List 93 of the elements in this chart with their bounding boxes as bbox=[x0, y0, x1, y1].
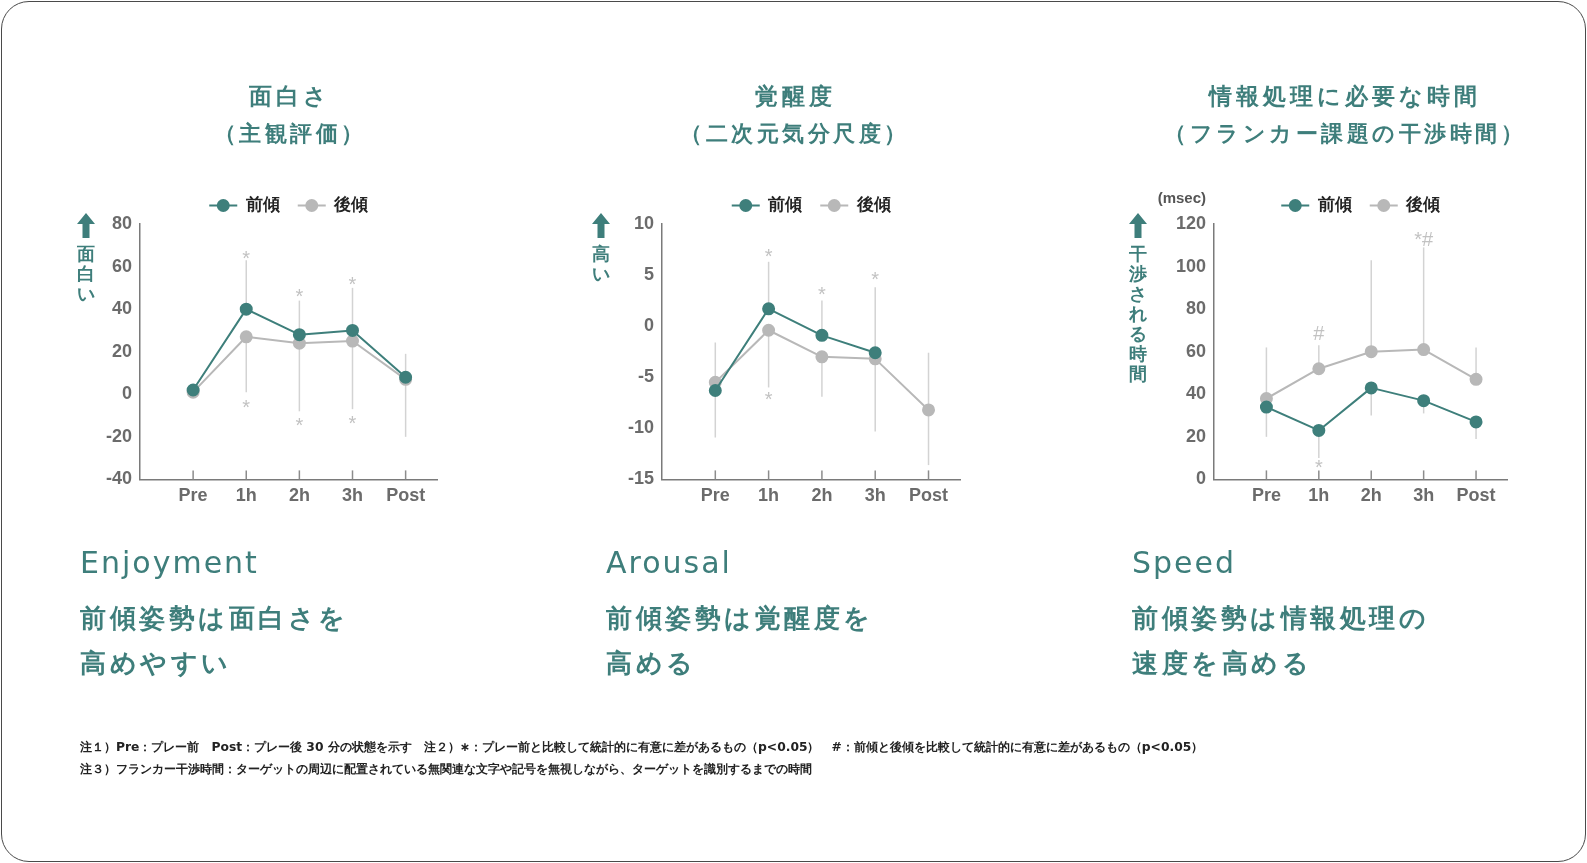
annotation: # bbox=[1313, 321, 1326, 344]
y-tick-label: -10 bbox=[627, 417, 654, 438]
text: (msec) bbox=[1156, 188, 1206, 208]
point bbox=[1469, 415, 1483, 429]
y-tick-label: 80 bbox=[1185, 298, 1206, 319]
x-tick-label: Pre bbox=[1251, 485, 1281, 506]
text: 注３）フランカー干渉時間：ターゲットの周辺に配置されている無関連な文字や記号を無視しながら、ターゲットを識別するまでの時間 bbox=[80, 761, 813, 778]
y-tick-label: -15 bbox=[627, 468, 654, 489]
annotation: * bbox=[242, 396, 251, 419]
annotation: * bbox=[818, 282, 827, 305]
point bbox=[1417, 394, 1431, 408]
legend-label: 後傾 bbox=[855, 195, 891, 215]
annotation: * bbox=[348, 412, 357, 435]
y-tick-label: 120 bbox=[1175, 212, 1206, 233]
x-tick-label: 3h bbox=[864, 485, 886, 506]
y-tick-label: -40 bbox=[105, 468, 132, 489]
point bbox=[1312, 423, 1326, 437]
point bbox=[346, 334, 359, 348]
annotation: * bbox=[348, 273, 357, 296]
y-axis-title: 高い bbox=[591, 243, 611, 284]
point bbox=[1312, 362, 1326, 376]
y-axis-title: 面白い bbox=[76, 243, 96, 304]
annotation: * bbox=[871, 268, 880, 291]
point bbox=[815, 350, 829, 364]
y-tick-label: 5 bbox=[643, 264, 654, 285]
point bbox=[1364, 381, 1378, 395]
text: 前傾姿勢は情報処理の速度を高める bbox=[1132, 602, 1430, 680]
legend-label: 前傾 bbox=[244, 195, 280, 215]
y-tick-label: -5 bbox=[637, 366, 654, 387]
text: Arousal bbox=[606, 544, 732, 582]
y-tick-label: 60 bbox=[1185, 340, 1206, 361]
point bbox=[922, 403, 936, 417]
y-tick-label: 20 bbox=[111, 340, 132, 361]
annotation: * bbox=[242, 247, 251, 270]
text: Enjoyment bbox=[80, 544, 259, 582]
annotation: * bbox=[1314, 456, 1323, 479]
text: Speed bbox=[1132, 544, 1237, 582]
x-tick-label: Post bbox=[386, 485, 426, 506]
legend-label: 前傾 bbox=[767, 195, 803, 215]
annotation: * bbox=[764, 387, 773, 410]
x-tick-label: 2h bbox=[288, 485, 310, 506]
x-tick-label: 1h bbox=[235, 485, 257, 506]
x-tick-label: 2h bbox=[811, 485, 833, 506]
chart-subtitle: （二次元気分尺度） bbox=[679, 120, 911, 148]
point bbox=[762, 302, 776, 316]
y-tick-label: 100 bbox=[1175, 255, 1206, 276]
chart-subtitle: （フランカー課題の干渉時間） bbox=[1163, 120, 1527, 148]
point bbox=[1469, 372, 1483, 386]
point bbox=[868, 346, 882, 360]
y-tick-label: 40 bbox=[111, 298, 132, 319]
text: 前傾姿勢は面白さを高めやすい bbox=[80, 602, 350, 680]
legend-label: 前傾 bbox=[1316, 195, 1352, 215]
chart-title: 面白さ bbox=[248, 82, 332, 111]
x-tick-label: 1h bbox=[758, 485, 780, 506]
legend-label: 後傾 bbox=[1405, 195, 1441, 215]
x-tick-label: 1h bbox=[1308, 485, 1330, 506]
x-tick-label: 3h bbox=[341, 485, 364, 506]
chart-subtitle: （主観評価） bbox=[212, 120, 368, 148]
point bbox=[1259, 400, 1273, 414]
point bbox=[1417, 343, 1431, 357]
annotation: * bbox=[764, 245, 773, 268]
x-tick-label: 2h bbox=[1360, 485, 1382, 506]
legend-label: 後傾 bbox=[333, 195, 369, 215]
point bbox=[815, 328, 829, 342]
y-tick-label: 10 bbox=[633, 212, 654, 233]
point bbox=[708, 384, 722, 398]
point bbox=[292, 328, 306, 342]
y-tick-label: 0 bbox=[1195, 468, 1206, 489]
x-tick-label: 3h bbox=[1413, 485, 1435, 506]
chart-title: 情報処理に必要な時間 bbox=[1207, 82, 1482, 111]
x-tick-label: Pre bbox=[700, 485, 730, 506]
y-tick-label: 20 bbox=[1185, 425, 1206, 446]
annotation: *# bbox=[1414, 227, 1434, 250]
point bbox=[346, 323, 359, 337]
point bbox=[239, 302, 253, 316]
x-tick-label: Post bbox=[909, 485, 949, 506]
y-tick-label: 0 bbox=[121, 383, 132, 404]
y-tick-label: 40 bbox=[1185, 383, 1206, 404]
point bbox=[762, 323, 776, 337]
point bbox=[1364, 345, 1378, 359]
chart-title: 覚醒度 bbox=[753, 82, 837, 111]
x-tick-label: Pre bbox=[178, 485, 208, 506]
point bbox=[239, 330, 253, 344]
y-tick-label: 60 bbox=[111, 255, 132, 276]
y-axis-title: 干渉される時間 bbox=[1128, 243, 1148, 384]
annotation: * bbox=[295, 414, 304, 437]
text: 前傾姿勢は覚醒度を高める bbox=[606, 602, 875, 680]
y-tick-label: -20 bbox=[105, 425, 132, 446]
text: 注１）Pre：プレー前 Post：プレー後 30 分の状態を示す 注２）∗：プレー前と比較して統計的に有意に差があるもの（p<0.05） #：前傾と後傾を比較して統計的に有意に差があるもの（p<0.05） bbox=[80, 739, 1205, 756]
x-tick-label: Post bbox=[1456, 485, 1496, 506]
y-tick-label: 80 bbox=[111, 212, 132, 233]
annotation: * bbox=[295, 285, 304, 308]
y-tick-label: 0 bbox=[643, 315, 654, 336]
